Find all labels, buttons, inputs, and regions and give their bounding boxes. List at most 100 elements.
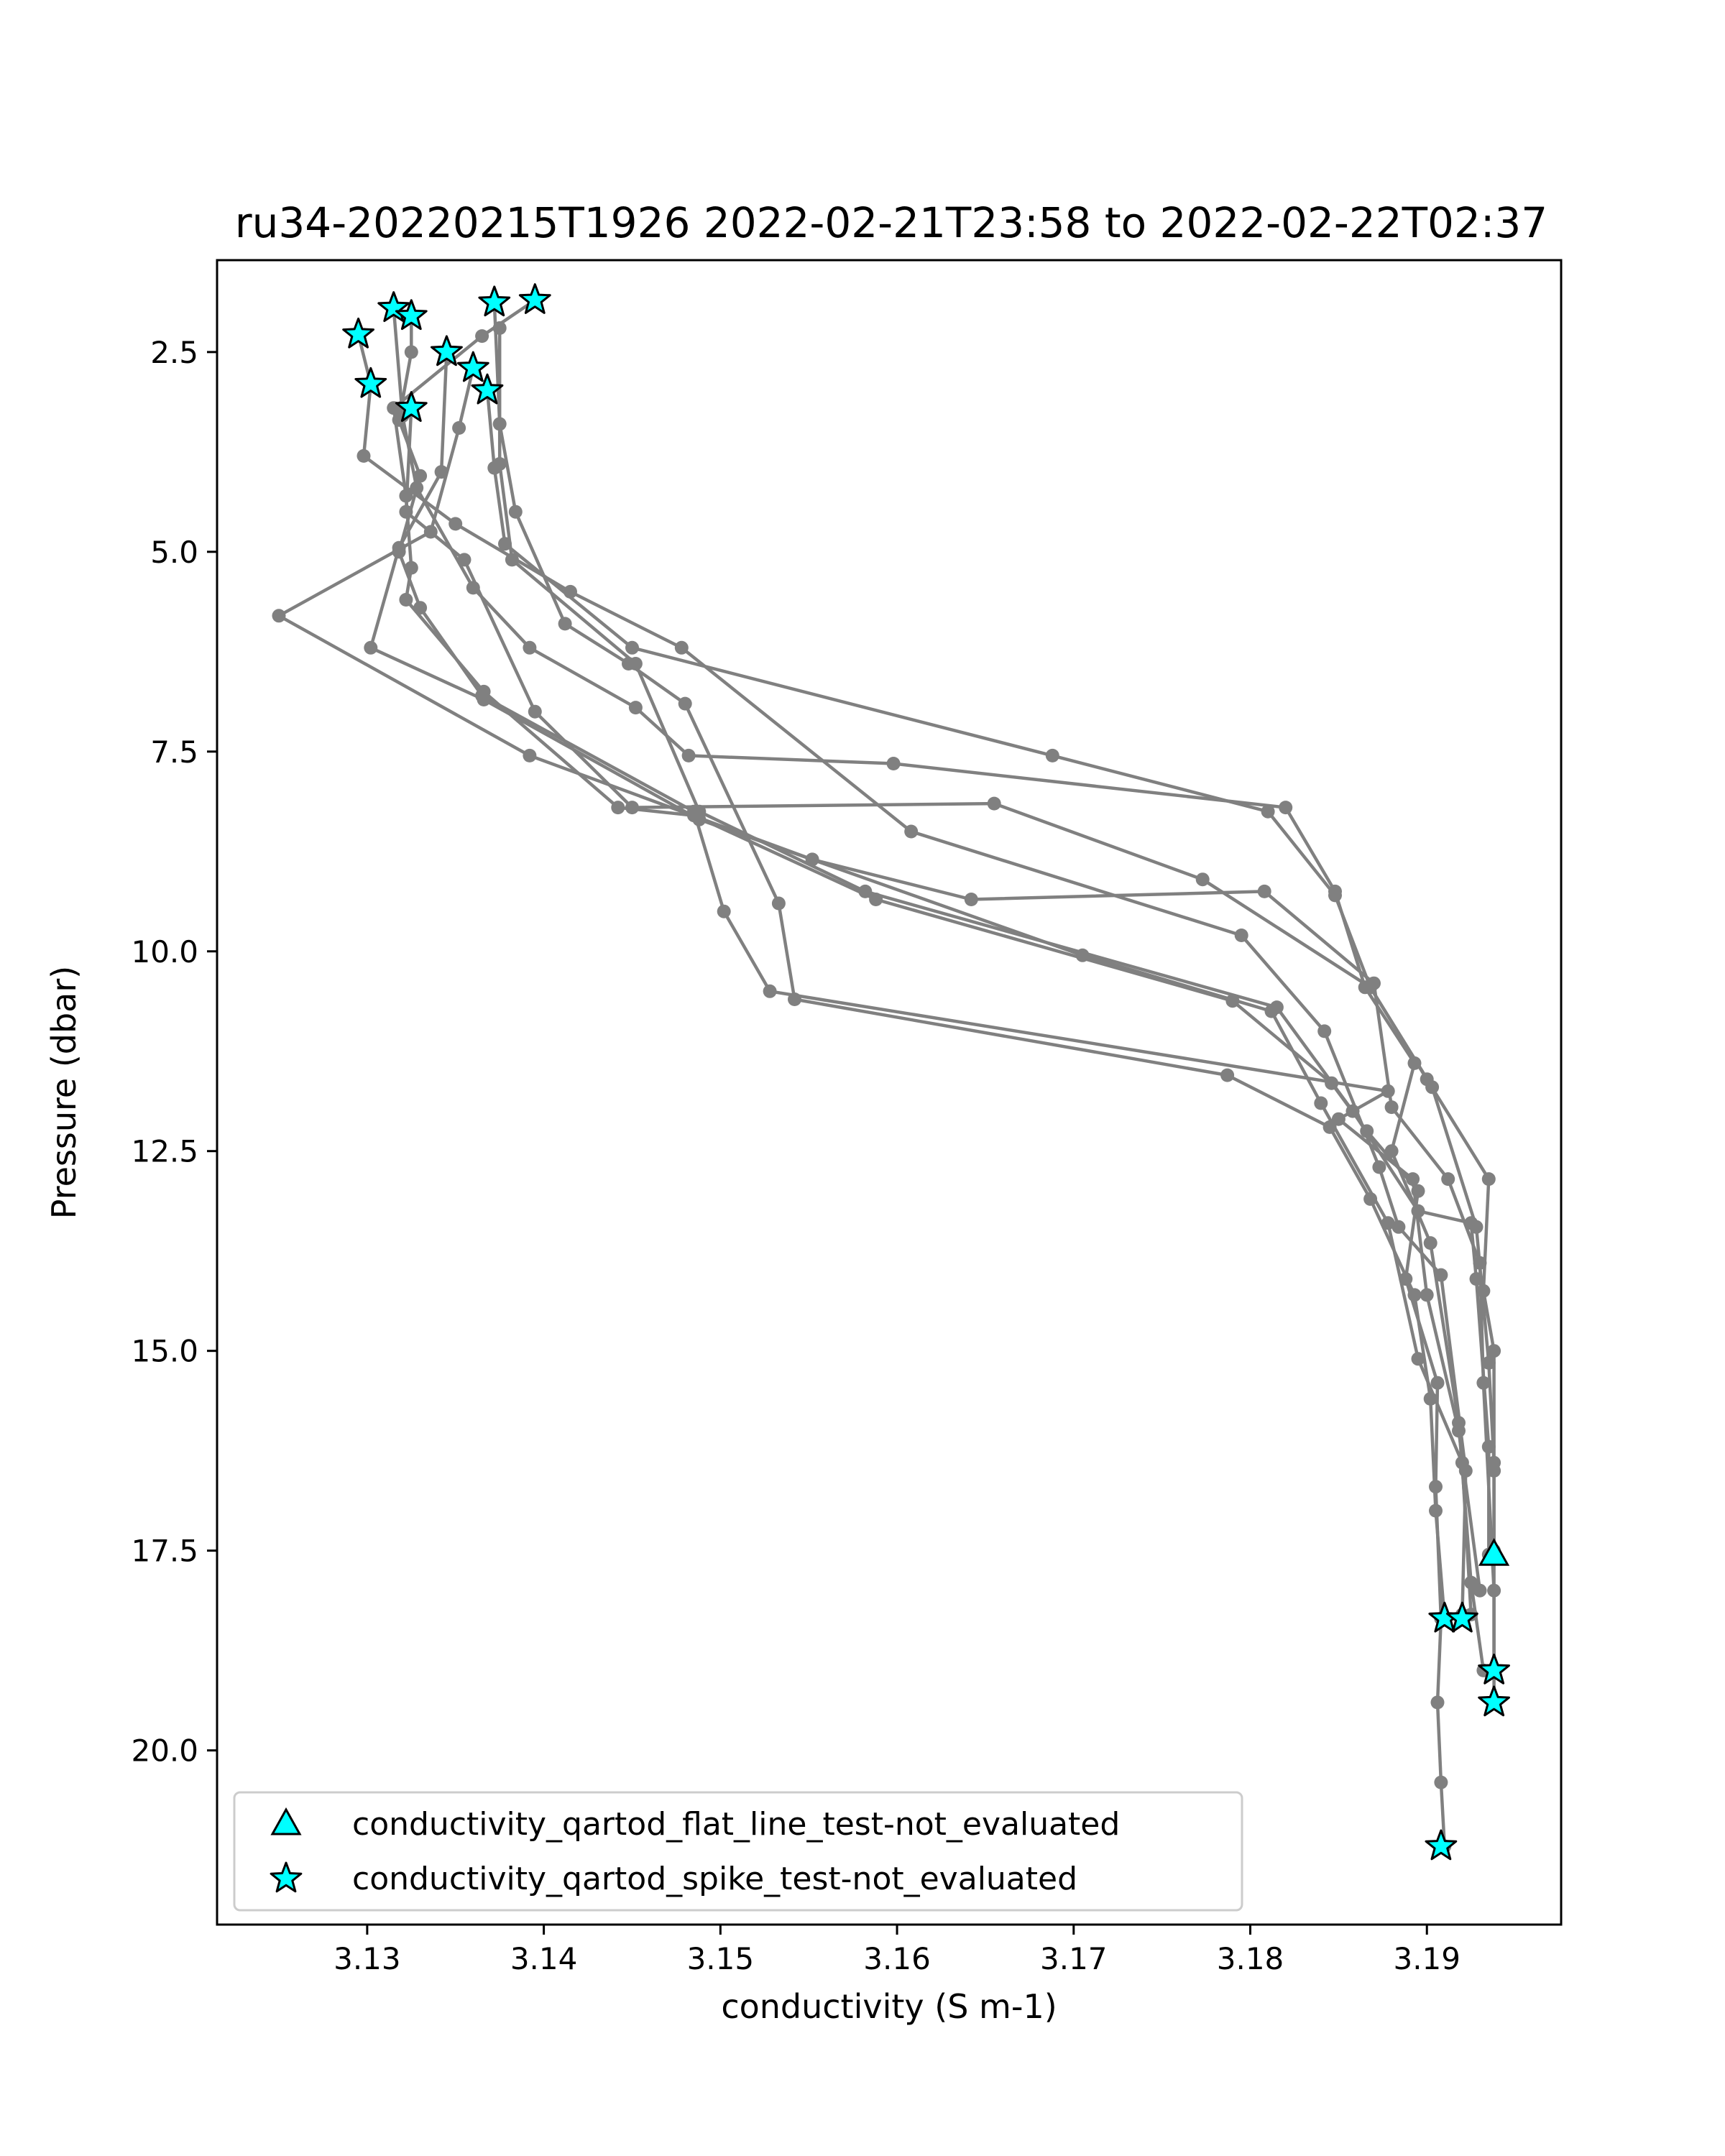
profile-8 [480, 383, 1501, 1710]
profile-point [399, 593, 413, 607]
legend-star-icon [270, 1861, 303, 1893]
profile-point [1257, 884, 1271, 898]
y-tick-label: 15.0 [131, 1334, 198, 1369]
profile-point [904, 824, 919, 839]
spike-flag-marker [478, 285, 511, 317]
profile-point [763, 984, 777, 998]
profile-point [858, 884, 873, 898]
profile-point [1487, 1344, 1501, 1358]
x-tick-label: 3.19 [1393, 1941, 1460, 1976]
x-tick-label: 3.18 [1217, 1941, 1284, 1976]
profile-line [392, 308, 1486, 1671]
profile-point [523, 640, 537, 655]
profile-point [1425, 1080, 1440, 1095]
profile-point [1473, 1583, 1487, 1598]
x-axis-label: conductivity (S m-1) [721, 1987, 1057, 2026]
profile-point [625, 801, 639, 815]
profile-point [1331, 1112, 1346, 1126]
profile-point [674, 640, 689, 655]
profile-point [1392, 1220, 1406, 1234]
profile-point [523, 748, 537, 763]
profile-point [717, 904, 731, 918]
profile-point [625, 640, 639, 655]
spike-flag-marker [342, 317, 374, 349]
spike-flag-marker [377, 291, 410, 322]
profile-point [1384, 1144, 1399, 1158]
flag-markers [342, 283, 1510, 1861]
profile-point [452, 421, 466, 435]
spike-flag-marker [431, 335, 463, 367]
legend-triangle-icon [270, 1807, 302, 1835]
profile-point [505, 553, 519, 567]
profile-1 [387, 293, 1452, 1853]
y-tick-label: 12.5 [131, 1134, 198, 1169]
y-tick-label: 17.5 [131, 1534, 198, 1569]
spike-flag-marker [354, 367, 387, 398]
profile-point [987, 796, 1001, 811]
spike-flag-marker [395, 391, 428, 422]
profile-point [272, 609, 286, 623]
profile-point [678, 696, 692, 711]
y-tick-label: 20.0 [131, 1733, 198, 1769]
profile-point [364, 640, 378, 655]
spike-flag-marker [395, 299, 428, 331]
profile-point [1434, 1775, 1448, 1789]
profile-point [1045, 748, 1059, 763]
profile-point [1481, 1355, 1496, 1370]
profile-line [485, 390, 1496, 1703]
profile-point [1372, 1160, 1386, 1174]
spike-flag-marker [1425, 1829, 1458, 1861]
legend-entry: conductivity_qartod_flat_line_test-not_e… [270, 1806, 1120, 1843]
profile-point [448, 517, 463, 531]
spike-flag-marker [1478, 1685, 1510, 1717]
profile-line [356, 333, 1468, 1615]
spike-flag-marker [471, 373, 504, 405]
profile-point [1363, 980, 1378, 995]
profile-point [1469, 1220, 1484, 1234]
profile-point [1269, 1000, 1284, 1015]
profile-point [611, 801, 625, 815]
legend-entry: conductivity_qartod_spike_test-not_evalu… [270, 1861, 1077, 1897]
profile-point [356, 448, 371, 463]
profile-point [1481, 1172, 1496, 1187]
plot-area [272, 293, 1501, 1853]
profile-2 [487, 295, 1452, 1626]
profile-point [1384, 1100, 1399, 1115]
profile-point [628, 657, 643, 671]
flat-line-flag-marker [1478, 1538, 1510, 1566]
profile-line [369, 351, 1473, 1615]
y-tick-label: 10.0 [131, 934, 198, 969]
profile-point [404, 345, 418, 359]
profile-4 [387, 301, 1491, 1677]
spike-flag-marker [456, 351, 489, 382]
profile-point [1346, 1104, 1360, 1118]
profile-point [413, 469, 428, 483]
profile-point [1314, 1096, 1328, 1110]
profile-point [771, 896, 786, 911]
profile-point [413, 601, 428, 615]
spike-flag-marker [1446, 1601, 1478, 1633]
profile-point [1261, 804, 1275, 819]
spike-flag-marker [1478, 1653, 1510, 1685]
chart-title: ru34-20220215T1926 2022-02-21T23:58 to 2… [235, 198, 1547, 247]
profile-point [475, 329, 489, 344]
profile-10 [399, 401, 1501, 1558]
profile-point [1487, 1455, 1501, 1470]
y-tick-label: 7.5 [150, 734, 198, 770]
x-tick-label: 3.13 [334, 1941, 401, 1976]
profile-line [492, 302, 1447, 1619]
profile-point [1441, 1172, 1455, 1187]
profile-point [399, 505, 413, 519]
y-axis-label: Pressure (dbar) [45, 966, 83, 1219]
profile-point [886, 757, 901, 770]
profile-point [492, 321, 507, 335]
profile-point [1429, 1503, 1443, 1518]
profile-6 [364, 345, 1478, 1622]
y-tick-label: 5.0 [150, 535, 198, 570]
legend-label: conductivity_qartod_spike_test-not_evalu… [352, 1861, 1077, 1897]
profile-point [1452, 1424, 1466, 1438]
profile-line [497, 328, 1491, 1555]
profile-point [1420, 1288, 1434, 1302]
plot-frame [216, 259, 1563, 1926]
